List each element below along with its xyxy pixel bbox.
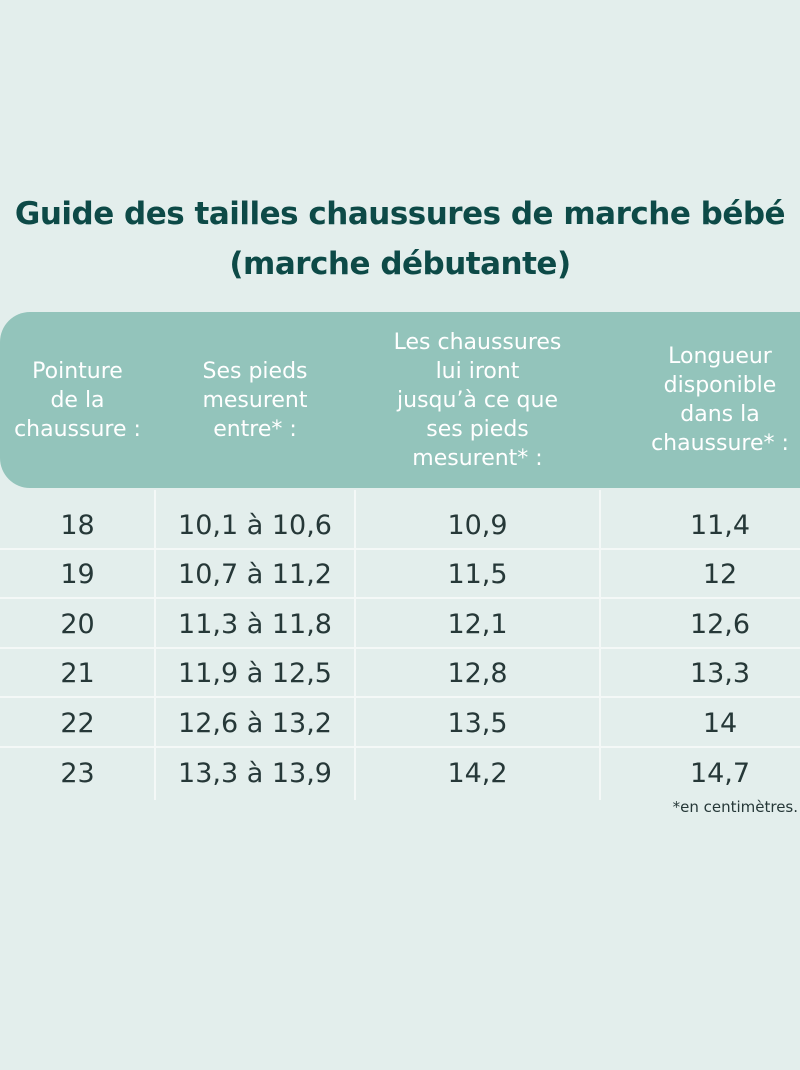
header-line: dans la bbox=[680, 402, 760, 427]
row-divider bbox=[0, 597, 800, 600]
table-cell: 19 bbox=[60, 559, 95, 591]
row-divider bbox=[0, 547, 800, 550]
table-cell: 22 bbox=[60, 707, 95, 739]
table-cell: 12,1 bbox=[447, 608, 508, 640]
title-line: Guide des tailles chaussures de marche b… bbox=[14, 196, 786, 232]
table-cell: 13,3 à 13,9 bbox=[178, 757, 332, 789]
row-divider bbox=[0, 646, 800, 649]
table-cell: 10,7 à 11,2 bbox=[178, 559, 332, 591]
header-line: Ses pieds bbox=[202, 358, 308, 384]
table-cell: 21 bbox=[60, 658, 95, 690]
table-cell: 11,5 bbox=[447, 559, 508, 591]
row-divider bbox=[0, 696, 800, 699]
row-divider bbox=[0, 746, 800, 748]
table-cell: 11,3 à 11,8 bbox=[178, 608, 332, 640]
table-cell: 10,1 à 10,6 bbox=[178, 509, 332, 541]
header-line: jusqu’à ce que bbox=[397, 387, 558, 413]
header-line: disponible bbox=[663, 373, 777, 398]
header-cell: Longueur disponible dans la chaussure* : bbox=[600, 312, 800, 488]
header-line: chaussure : bbox=[14, 416, 141, 442]
footnote: *en centimètres. bbox=[672, 798, 798, 816]
header-line: de la bbox=[50, 387, 105, 413]
header-cell: Les chaussures lui iront jusqu’à ce que ses… bbox=[355, 312, 600, 488]
header-line: mesurent bbox=[202, 387, 308, 413]
table-cell: 13,5 bbox=[447, 707, 508, 739]
header-band bbox=[0, 312, 800, 488]
column-divider bbox=[354, 490, 356, 800]
table-cell: 13,3 bbox=[689, 658, 751, 690]
header-line: mesurent* : bbox=[412, 445, 543, 471]
table-cell: 14,2 bbox=[447, 757, 508, 789]
header-line: lui iront bbox=[435, 358, 520, 384]
column-divider bbox=[599, 490, 601, 800]
table-cell: 11,9 à 12,5 bbox=[178, 658, 332, 690]
table-cell: 12,8 bbox=[447, 658, 508, 690]
table-cell: 18 bbox=[60, 509, 95, 541]
table-cell: 20 bbox=[60, 608, 95, 640]
column-divider bbox=[154, 490, 156, 800]
header-line: chaussure* : bbox=[651, 431, 789, 456]
table-cell: 23 bbox=[60, 757, 95, 789]
table-cell: 10,9 bbox=[447, 509, 508, 541]
table-cell: 12,6 bbox=[689, 608, 751, 640]
header-line: entre* : bbox=[213, 416, 297, 442]
table-cell: 14,7 bbox=[689, 757, 751, 789]
table-cell: 12 bbox=[702, 559, 738, 591]
header-line: Longueur bbox=[668, 344, 772, 369]
header-line: Pointure bbox=[32, 358, 123, 384]
table-cell: 14 bbox=[702, 707, 738, 739]
header-cell: Ses pieds mesurent entre* : bbox=[155, 312, 355, 488]
header-line: Les chaussures bbox=[393, 329, 562, 355]
table-cell: 11,4 bbox=[689, 509, 751, 541]
header-cell: Pointure de la chaussure : bbox=[0, 312, 155, 488]
title-line: (marche débutante) bbox=[229, 246, 571, 282]
header-line: ses pieds bbox=[426, 416, 529, 442]
table-cell: 12,6 à 13,2 bbox=[178, 707, 332, 739]
